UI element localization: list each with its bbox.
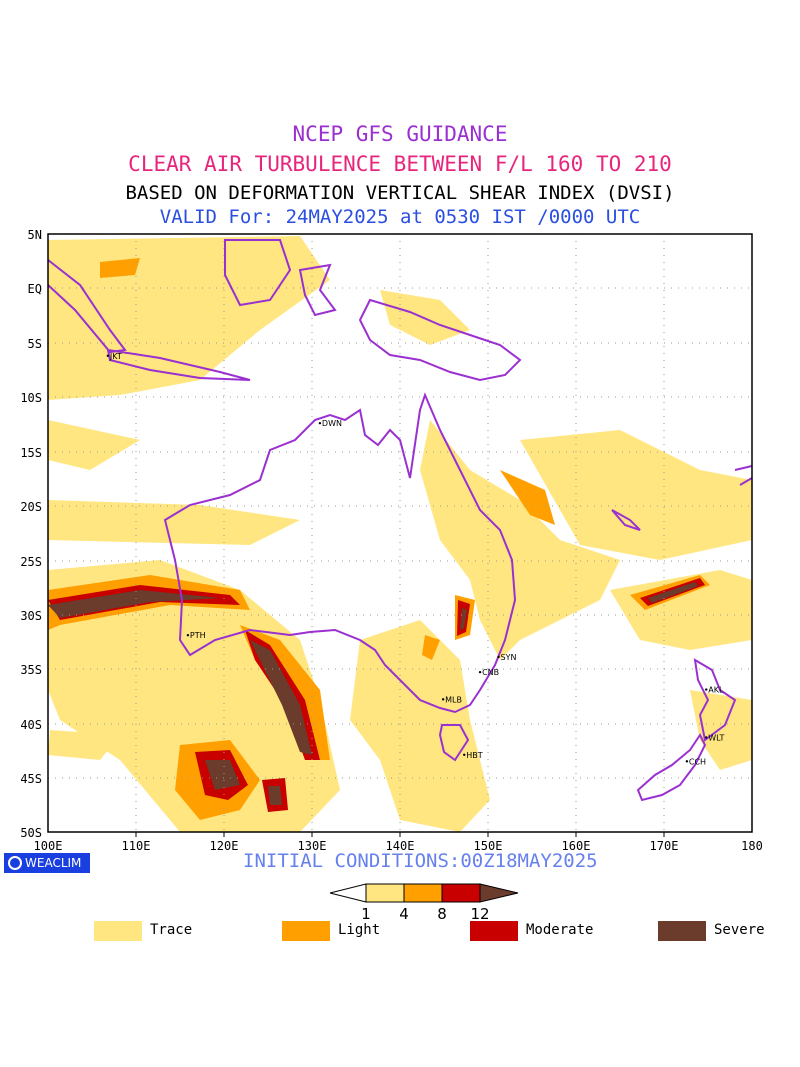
colorbar: 1 4 8 12 bbox=[329, 883, 519, 923]
lat-label-5n: 5N bbox=[28, 228, 42, 242]
station-dot-syn bbox=[497, 655, 500, 659]
lat-label-40s: 40S bbox=[20, 718, 42, 732]
weaclim-label: WEACLIM bbox=[25, 856, 82, 870]
coast-sulawesi bbox=[298, 263, 337, 317]
station-label-cch: CCH bbox=[689, 757, 706, 766]
station-label-cnb: CNB bbox=[482, 668, 499, 677]
lon-label-150e: 150E bbox=[474, 839, 503, 853]
station-label-hbt: HBT bbox=[466, 751, 483, 760]
colorbar-seg-light bbox=[403, 883, 443, 903]
coast-java bbox=[106, 348, 251, 381]
station-label-dwn: DWN bbox=[322, 419, 342, 428]
legend-swatch-trace bbox=[94, 921, 142, 941]
lon-label-170e: 170E bbox=[650, 839, 679, 853]
lat-label-10s: 10S bbox=[20, 391, 42, 405]
legend-swatch-light bbox=[282, 921, 330, 941]
coast-australia bbox=[163, 392, 517, 714]
turbulence-shading bbox=[48, 236, 752, 832]
lat-label-15s: 15S bbox=[20, 446, 42, 460]
title-line-3: BASED ON DEFORMATION VERTICAL SHEAR INDE… bbox=[125, 182, 675, 204]
colorbar-tick-8: 8 bbox=[437, 905, 447, 923]
coast-new-guinea bbox=[358, 298, 522, 382]
station-dot-hbt bbox=[463, 753, 466, 757]
lat-label-20s: 20S bbox=[20, 500, 42, 514]
lon-label-180: 180 bbox=[741, 839, 763, 853]
legend-label-light: Light bbox=[338, 922, 381, 938]
legend-label-trace: Trace bbox=[150, 922, 193, 938]
coast-nz-north bbox=[693, 658, 737, 742]
station-dot-cnb bbox=[478, 670, 482, 674]
station-dot-dwn bbox=[318, 421, 322, 425]
title-line-4: VALID For: 24MAY2025 at 0530 IST /0000 U… bbox=[159, 206, 641, 228]
lat-label-25s: 25S bbox=[20, 555, 42, 569]
lon-label-100e: 100E bbox=[34, 839, 63, 853]
initial-conditions: INITIAL CONDITIONS:00Z18MAY2025 bbox=[243, 850, 598, 872]
legend-label-moderate: Moderate bbox=[526, 922, 594, 938]
station-dot-cch bbox=[685, 760, 689, 763]
coastlines bbox=[47, 239, 753, 802]
colorbar-seg-trace bbox=[365, 883, 405, 903]
coast-sumatra bbox=[47, 259, 127, 354]
station-dot-wlt bbox=[705, 736, 708, 739]
lon-label-110e: 110E bbox=[122, 839, 151, 853]
coast-nz-south bbox=[636, 733, 707, 802]
station-label-mlb: MLB bbox=[445, 695, 462, 704]
station-label-jkt: JKT bbox=[109, 352, 122, 361]
colorbar-tick-12: 12 bbox=[470, 905, 489, 923]
lat-label-50s: 50S bbox=[20, 826, 42, 840]
lat-label-45s: 45S bbox=[20, 772, 42, 786]
legend-swatch-severe bbox=[658, 921, 706, 941]
colorbar-tick-1: 1 bbox=[361, 905, 371, 923]
station-dot-akl bbox=[705, 688, 708, 691]
lon-label-160e: 160E bbox=[562, 839, 591, 853]
coast-tasmania bbox=[438, 724, 470, 762]
title-line-1: NCEP GFS GUIDANCE bbox=[292, 122, 508, 146]
weaclim-logo: WEACLIM bbox=[4, 853, 90, 873]
lon-label-120e: 120E bbox=[210, 839, 239, 853]
weaclim-ring-icon bbox=[8, 856, 22, 870]
coast-new-caledonia bbox=[611, 509, 641, 531]
title-line-2: CLEAR AIR TURBULENCE BETWEEN F/L 160 TO … bbox=[128, 152, 672, 176]
lat-label-35s: 35S bbox=[20, 663, 42, 677]
colorbar-tick-4: 4 bbox=[399, 905, 409, 923]
coast-fiji bbox=[734, 465, 753, 486]
lat-label-eq: EQ bbox=[28, 282, 42, 296]
colorbar-low-arrow bbox=[329, 883, 367, 903]
station-dot-pth bbox=[186, 634, 190, 637]
legend-swatch-moderate bbox=[470, 921, 518, 941]
station-dot-jkt bbox=[106, 354, 110, 357]
station-label-syn: SYN bbox=[501, 653, 517, 662]
station-label-wlt: WLT bbox=[708, 733, 724, 742]
lat-label-5s: 5S bbox=[28, 337, 42, 351]
lon-label-140e: 140E bbox=[386, 839, 415, 853]
lon-label-130e: 130E bbox=[298, 839, 327, 853]
legend-label-severe: Severe bbox=[714, 922, 765, 938]
coast-borneo bbox=[224, 239, 292, 307]
station-label-pth: PTH bbox=[190, 631, 206, 640]
station-label-akl: AKL bbox=[708, 686, 724, 695]
lat-label-30s: 30S bbox=[20, 609, 42, 623]
station-dot-mlb bbox=[441, 698, 445, 701]
colorbar-seg-moderate bbox=[441, 883, 481, 903]
colorbar-high-arrow bbox=[479, 883, 519, 903]
